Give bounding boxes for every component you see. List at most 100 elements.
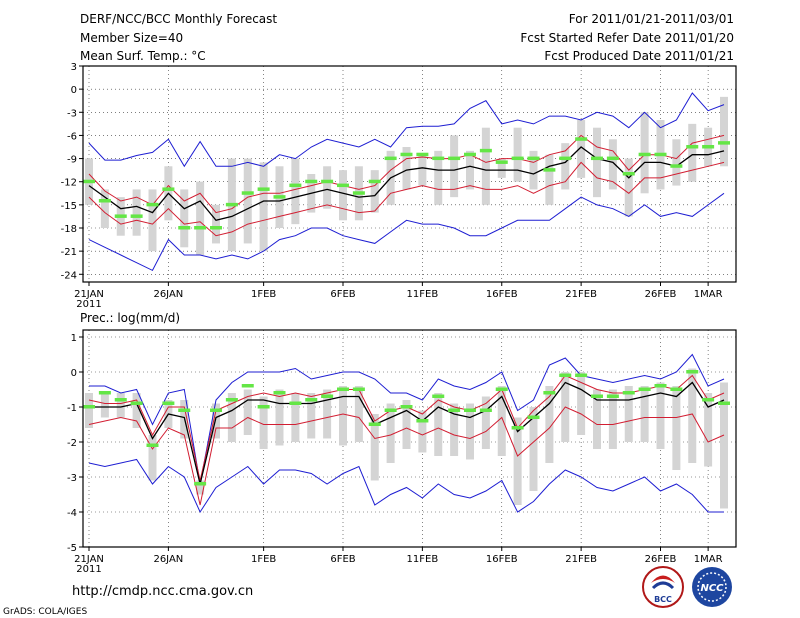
variable-label: Mean Surf. Temp.: °C [80, 49, 206, 63]
spread-bar [323, 389, 332, 439]
x-tick-label: 21JAN [74, 554, 104, 565]
spread-bar [704, 393, 713, 467]
spread-bar [688, 123, 697, 182]
x-tick-year: 2011 [76, 564, 101, 575]
median-marker [559, 156, 572, 161]
spread-bar [593, 127, 601, 198]
spread-bar [402, 147, 411, 190]
median-marker [289, 401, 302, 405]
x-tick-label: 26JAN [153, 289, 183, 300]
median-marker [702, 145, 715, 149]
median-marker [98, 199, 111, 203]
median-marker [448, 156, 461, 161]
median-marker [210, 226, 222, 230]
median-marker [210, 408, 222, 412]
median-marker [305, 398, 318, 402]
series-line-mean [89, 381, 725, 485]
median-marker [352, 191, 365, 195]
spread-bar [481, 396, 490, 449]
median-marker [432, 156, 445, 161]
median-marker [146, 202, 159, 207]
series-line-min [88, 192, 725, 272]
series-line-p25 [88, 161, 725, 237]
spread-bar [259, 396, 268, 449]
spread-bar [291, 393, 300, 442]
x-tick-label: 26FEB [645, 554, 677, 565]
median-marker [352, 387, 365, 391]
spread-bar [212, 403, 220, 439]
spread-bar [275, 389, 284, 446]
median-marker [654, 384, 667, 388]
produced-date: Fcst Produced Date 2011/01/21 [544, 49, 734, 63]
y-tick-label: -3 [67, 108, 77, 119]
spread-bar [561, 143, 570, 190]
spread-bar [545, 386, 554, 463]
spread-bar [513, 127, 522, 182]
spread-bar [370, 170, 379, 213]
spread-bar [196, 181, 205, 255]
spread-bar [608, 139, 617, 190]
series-line-mean [88, 146, 725, 222]
median-marker [337, 183, 349, 188]
median-marker [416, 419, 429, 423]
median-marker [368, 422, 381, 426]
spread-bar [339, 386, 347, 446]
median-marker [718, 401, 730, 405]
x-tick-label: 1MAR [694, 554, 723, 565]
median-marker [321, 179, 334, 184]
spread-bar [608, 389, 617, 449]
median-marker [654, 152, 667, 157]
plot-frame [82, 65, 737, 283]
median-marker [130, 214, 143, 218]
median-marker [686, 145, 699, 149]
spread-bar [354, 386, 363, 442]
median-marker [622, 391, 635, 395]
spread-bar [577, 120, 586, 178]
spread-bar [85, 393, 93, 428]
median-marker [416, 152, 429, 157]
spread-bar [656, 382, 665, 449]
source-url[interactable]: http://cmdp.ncc.cma.gov.cn [72, 584, 253, 599]
spread-bar [720, 96, 728, 167]
median-marker [606, 394, 619, 398]
y-tick-label: -12 [61, 178, 77, 189]
y-tick-label: -15 [61, 201, 77, 212]
precip-panel-title: Prec.: log(mm/d) [80, 311, 180, 325]
series-line-min [88, 458, 724, 514]
median-marker [384, 156, 397, 161]
median-marker [273, 391, 286, 395]
median-marker [400, 152, 413, 157]
y-tick-label: -2 [67, 438, 77, 449]
median-marker [98, 391, 111, 395]
spread-bar [434, 393, 443, 456]
y-tick-label: -3 [67, 473, 77, 484]
spread-bar [466, 403, 474, 460]
median-marker [337, 387, 349, 391]
median-marker [321, 394, 334, 398]
median-marker [575, 373, 588, 377]
spread-bar [100, 393, 109, 418]
spread-bar [450, 135, 459, 198]
spread-bar [243, 158, 252, 244]
x-tick-label: 6FEB [330, 289, 355, 300]
spread-bar [640, 386, 649, 442]
spread-bar [672, 139, 681, 186]
median-marker [575, 137, 588, 141]
median-marker [146, 443, 159, 447]
spread-bar [497, 386, 506, 456]
median-marker [511, 426, 524, 430]
x-tick-label: 11FEB [407, 554, 439, 565]
bcc-logo-wave-icon [651, 581, 675, 590]
spread-bar [545, 154, 554, 205]
spread-bar [577, 372, 586, 435]
median-marker [289, 183, 302, 188]
median-marker [194, 226, 207, 230]
median-marker [400, 405, 413, 409]
bcc-logo-swirl-icon [651, 575, 675, 583]
spread-bar [212, 204, 220, 244]
median-marker [606, 156, 619, 161]
spread-bar [180, 189, 189, 248]
